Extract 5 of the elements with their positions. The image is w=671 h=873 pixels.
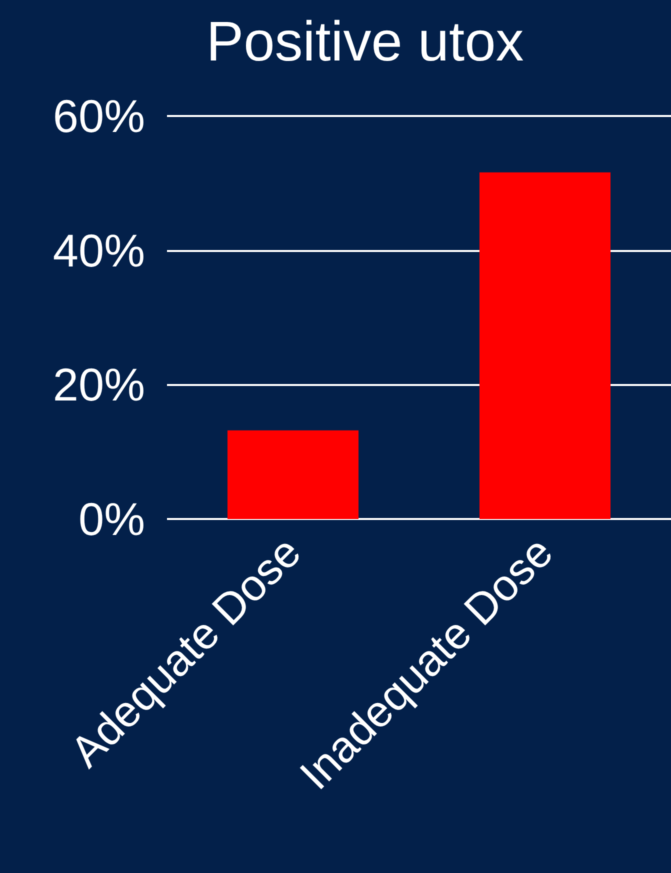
chart-title: Positive utox <box>206 10 524 72</box>
y-tick-label: 40% <box>52 224 145 276</box>
y-tick-label: 60% <box>52 90 145 142</box>
y-tick-label: 0% <box>78 493 145 545</box>
y-tick-label: 20% <box>52 358 145 411</box>
